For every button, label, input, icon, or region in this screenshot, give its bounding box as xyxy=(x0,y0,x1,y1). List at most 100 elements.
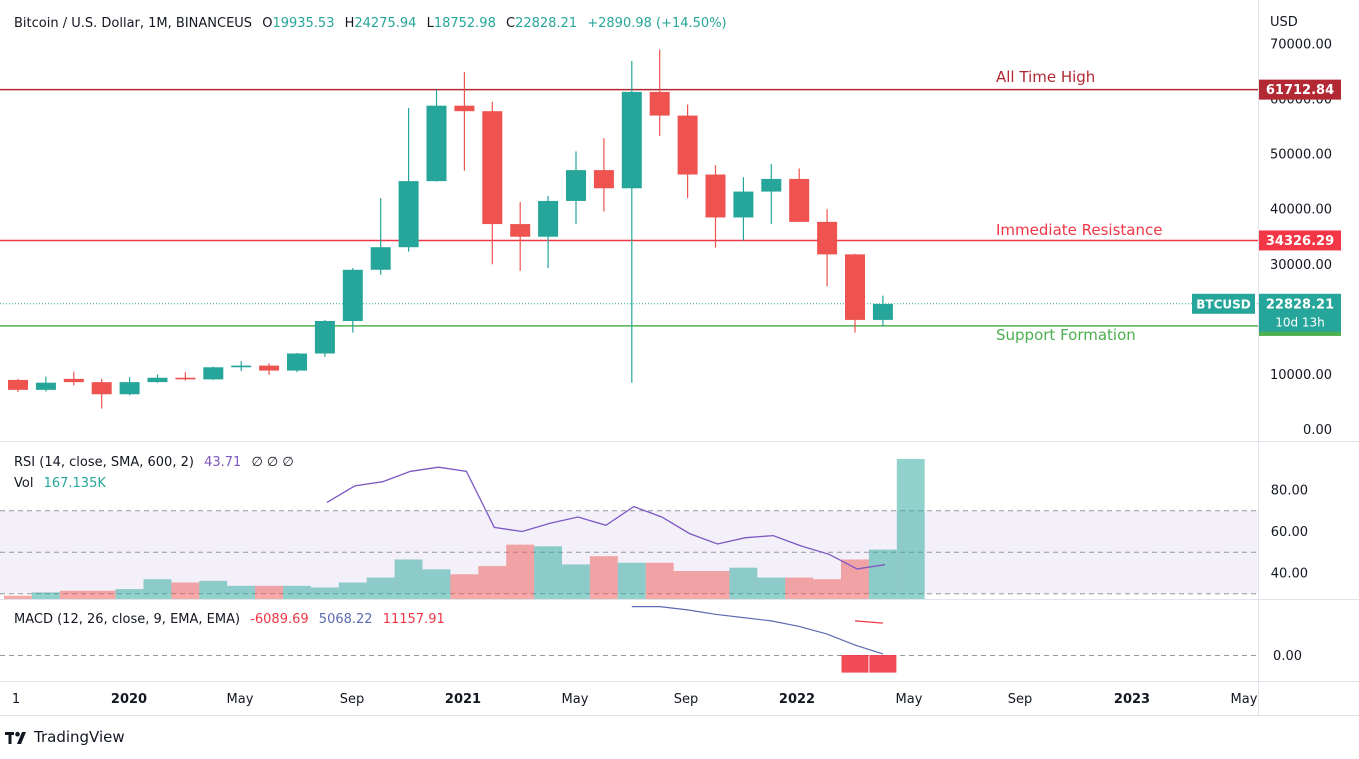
level-price-tag xyxy=(1259,79,1341,100)
rsi-tick-label: 40.00 xyxy=(1271,567,1308,582)
time-axis-label: May xyxy=(1231,692,1258,707)
candle-body xyxy=(147,377,168,383)
volume-bar xyxy=(310,587,339,599)
price-tick-label: 40000.00 xyxy=(1270,203,1332,218)
close-label: C xyxy=(505,16,516,31)
high-label: H xyxy=(344,16,355,31)
level-name-support: Support Formation xyxy=(996,326,1136,344)
volume-bar xyxy=(729,567,758,599)
candle-body xyxy=(621,91,642,189)
time-axis-label: 2023 xyxy=(1114,692,1150,707)
candle-body xyxy=(8,379,28,390)
price-axis-currency: USD xyxy=(1270,15,1298,30)
macd-legend-label: MACD (12, 26, close, 9, EMA, EMA) xyxy=(14,612,241,627)
macd-value: -6089.69 xyxy=(250,612,309,627)
volume-bar xyxy=(4,595,32,599)
macd-line xyxy=(631,606,884,655)
candle-body xyxy=(817,221,838,255)
volume-bar xyxy=(143,579,172,599)
last-price-label: 22828.21 xyxy=(1266,297,1334,312)
brand-name: TradingView xyxy=(34,728,125,746)
macd-legend: MACD (12, 26, close, 9, EMA, EMA) -6089.… xyxy=(14,612,445,627)
last-price-countdown: 10d 13h xyxy=(1275,315,1325,329)
price-tick-label: 30000.00 xyxy=(1270,258,1332,273)
volume-bar xyxy=(534,546,562,599)
candle-body xyxy=(342,269,363,322)
volume-bar xyxy=(868,549,897,599)
candle-body xyxy=(845,254,865,320)
volume-bar xyxy=(589,556,618,599)
time-axis-label: May xyxy=(562,692,589,707)
rsi-tick-label: 80.00 xyxy=(1271,484,1308,499)
candle-body xyxy=(370,247,391,270)
volume-bar xyxy=(673,571,702,599)
volume-bar xyxy=(394,559,423,599)
volume-bar xyxy=(59,590,88,599)
candle-body xyxy=(733,191,754,218)
volume-bar xyxy=(896,459,925,599)
volume-bar xyxy=(562,564,590,599)
level-name-ath: All Time High xyxy=(996,68,1095,86)
time-axis-label: Sep xyxy=(674,692,699,707)
time-axis-label: Sep xyxy=(340,692,365,707)
volume-bar xyxy=(785,577,814,599)
candle-body xyxy=(203,367,224,380)
candle-body xyxy=(398,181,419,248)
change-value: +2890.98 (+14.50%) xyxy=(587,16,727,31)
time-axis-label: Sep xyxy=(1008,692,1033,707)
macd-hist-value: 11157.91 xyxy=(382,612,445,627)
time-axis-label: 2022 xyxy=(779,692,815,707)
candle-body xyxy=(482,111,503,225)
candle-body xyxy=(63,378,84,383)
volume-bar xyxy=(645,562,674,599)
candle-body xyxy=(454,105,475,112)
candle-body xyxy=(287,353,307,371)
volume-bar xyxy=(422,569,451,599)
rsi-line xyxy=(326,466,885,570)
volume-bar xyxy=(255,585,283,599)
volume-bar xyxy=(701,571,730,599)
volume-bar xyxy=(283,585,311,599)
candle-body xyxy=(789,178,810,222)
volume-bar xyxy=(450,574,479,599)
macd-histogram-bar xyxy=(869,655,897,673)
volume-bar xyxy=(478,566,507,599)
last-price-tag xyxy=(1259,293,1341,332)
rsi-extra: ∅ ∅ ∅ xyxy=(251,455,294,470)
candle-body xyxy=(510,224,531,237)
volume-bar xyxy=(757,577,786,599)
candle-body xyxy=(761,178,782,192)
volume-value: 167.135K xyxy=(43,476,106,491)
rsi-value: 43.71 xyxy=(204,455,242,470)
candle-body xyxy=(426,105,447,182)
tradingview-logo[interactable]: TradingView xyxy=(4,728,125,746)
volume-bar xyxy=(171,582,200,599)
candle-body xyxy=(705,174,726,218)
macd-histogram-bar xyxy=(841,655,869,673)
candle-body xyxy=(593,170,614,189)
high-value: 24275.94 xyxy=(354,16,417,31)
volume-bar xyxy=(813,579,841,599)
last-price-symbol-tag xyxy=(1192,293,1255,314)
volume-bar xyxy=(199,580,228,599)
time-axis-label: May xyxy=(896,692,923,707)
price-tick-label: 10000.00 xyxy=(1270,368,1332,383)
time-axis-label: 1 xyxy=(12,692,20,707)
volume-bar xyxy=(366,577,395,599)
symbol-legend: Bitcoin / U.S. Dollar, 1M, BINANCEUS O19… xyxy=(14,16,727,31)
time-axis-label: 2021 xyxy=(445,692,481,707)
volume-bar xyxy=(506,544,535,599)
time-axis-label: 2020 xyxy=(111,692,147,707)
candle-body xyxy=(677,115,698,175)
volume-bar xyxy=(87,590,116,599)
macd-signal-value: 5068.22 xyxy=(318,612,373,627)
open-value: 19935.53 xyxy=(272,16,335,31)
candle-body xyxy=(91,382,112,395)
candle-body xyxy=(566,170,586,201)
volume-bar xyxy=(617,562,646,599)
candle-body xyxy=(259,365,280,371)
volume-bar xyxy=(227,585,256,599)
rsi-tick-label: 60.00 xyxy=(1271,525,1308,540)
tradingview-icon xyxy=(5,731,26,744)
